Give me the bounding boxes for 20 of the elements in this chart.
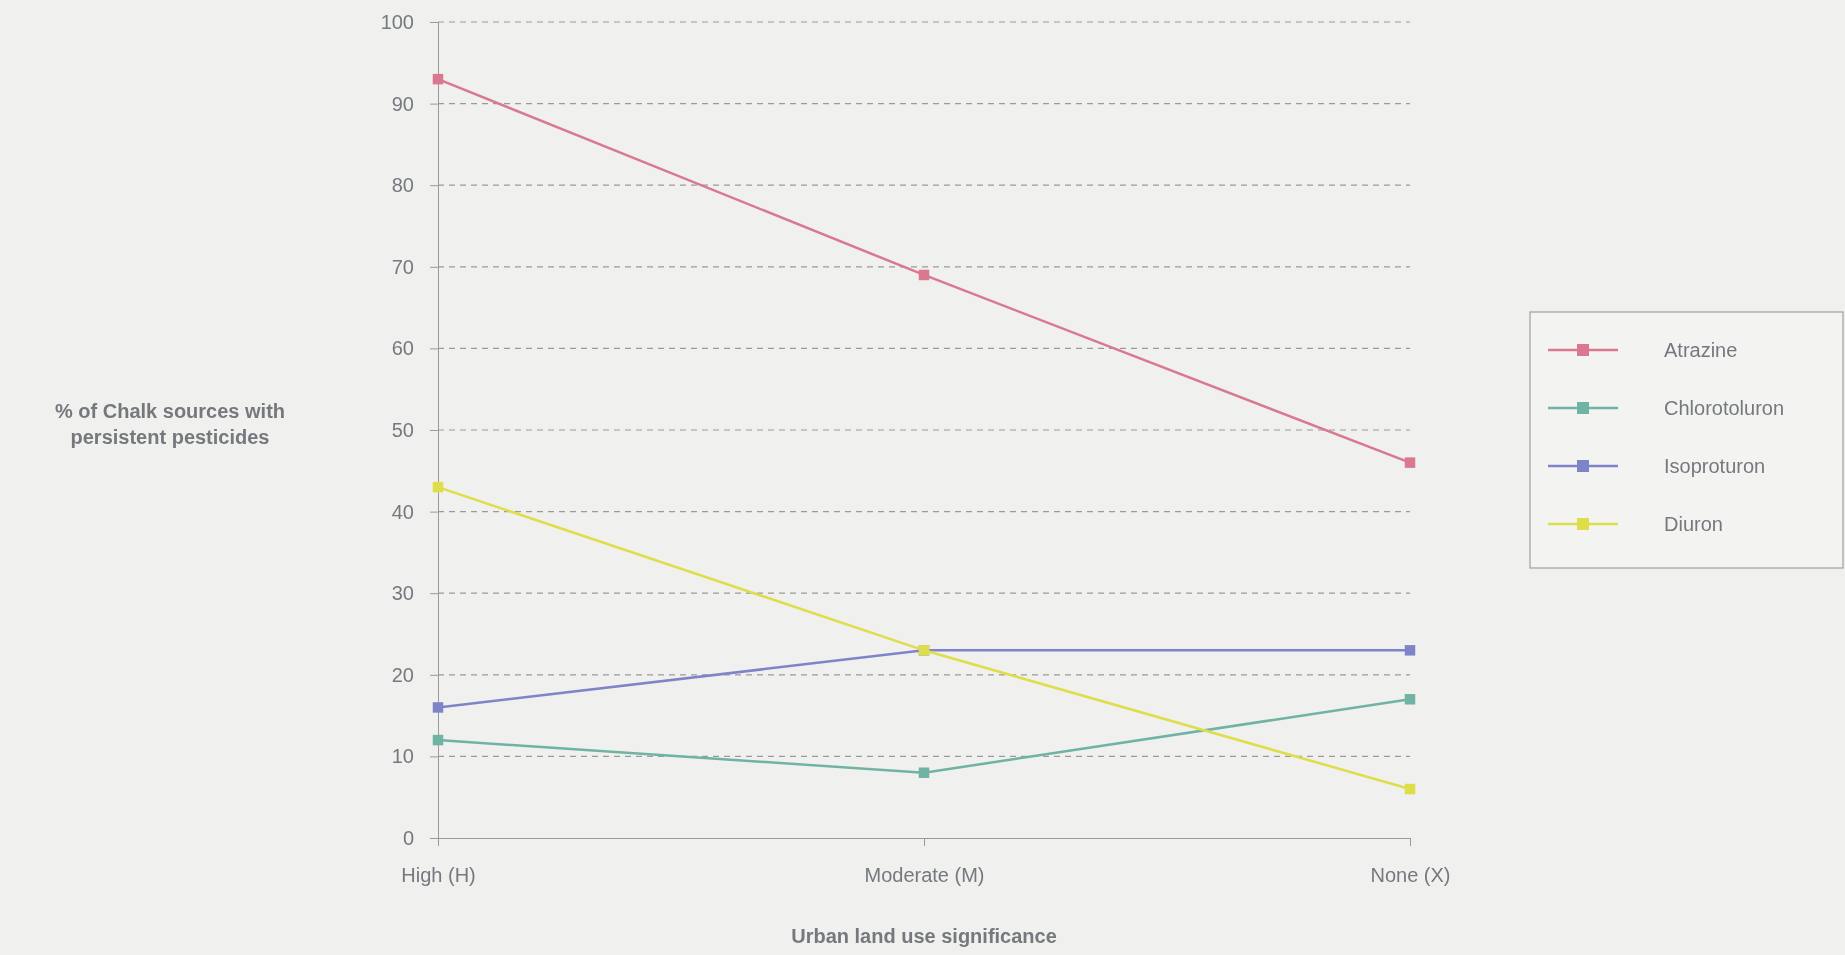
y-tick-label: 40 <box>391 500 414 523</box>
y-axis-title: % of Chalk sources with persistent pesticides <box>54 400 286 448</box>
y-tick-label: 30 <box>391 582 414 605</box>
legend-label: Chlorotoluron <box>1664 397 1785 419</box>
legend-label: Diuron <box>1664 513 1723 535</box>
y-tick-label: 10 <box>391 745 414 768</box>
legend-label: Atrazine <box>1664 339 1738 361</box>
y-tick-label: 60 <box>391 337 414 360</box>
y-tick-label: 80 <box>391 174 414 197</box>
x-tick-label: None (X) <box>1370 864 1451 887</box>
y-tick-label: 90 <box>391 92 414 115</box>
legend-label: Isoproturon <box>1664 455 1766 477</box>
x-tick-label: High (H) <box>401 864 476 887</box>
y-tick-label: 0 <box>402 826 414 849</box>
y-tick-label: 50 <box>391 418 414 441</box>
x-axis-title: Urban land use significance <box>791 925 1057 947</box>
x-tick-label: Moderate (M) <box>864 864 985 887</box>
y-tick-label: 20 <box>391 663 414 686</box>
y-tick-label: 100 <box>380 10 414 33</box>
y-tick-label: 70 <box>391 255 414 278</box>
